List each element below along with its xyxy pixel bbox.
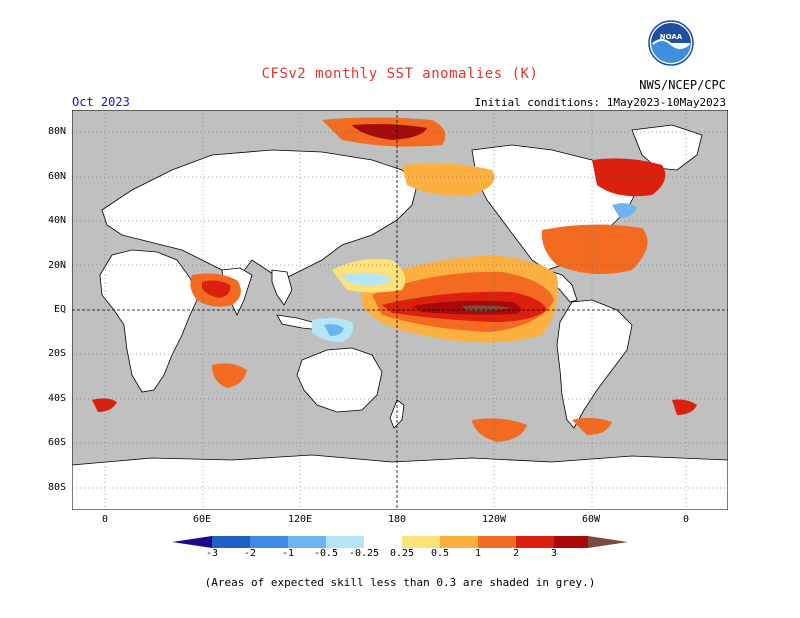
chart-title: CFSv2 monthly SST anomalies (K) [261,66,539,82]
australia-landmass [296,347,383,413]
colorbar-cell-3 [288,536,326,548]
colorbar-tick: 1 [474,548,482,559]
bering-warm-core [352,124,427,140]
colorbar-tick: 2 [512,548,520,559]
lat-label-40s: 40S [48,393,67,404]
colorbar-tick: 0.5 [430,548,450,559]
colorbar-cell-7 [440,536,478,548]
north-pacific-warm [402,163,495,196]
colorbar-cell-6 [402,536,440,548]
skill-footnote: (Areas of expected skill less than 0.3 a… [204,576,596,589]
lon-label-60w: 60W [581,514,601,525]
lat-label-60s: 60S [48,437,67,448]
colorbar-tick: 0.25 [389,548,415,559]
indian-ocean-warm-2 [202,280,231,298]
greenland-landmass [631,124,703,171]
colorbar-cell-0 [172,536,212,548]
antarctica-landmass [72,454,728,510]
initial-conditions: Initial conditions: 1May2023-10May2023 [474,96,726,109]
colorbar-cell-2 [250,536,288,548]
colorbar-cell-4 [326,536,364,548]
indochina-landmass [271,269,293,306]
colorbar-cell-11 [588,536,628,548]
lon-label-120w: 120W [481,514,507,525]
colorbar-tick: -0.5 [313,548,339,559]
lat-label-80s: 80S [48,482,67,493]
southern-ocean-warm [92,398,117,412]
north-pacific-cool [342,273,392,286]
colorbar-tick: -0.25 [348,548,380,559]
forecast-month: Oct 2023 [72,95,130,109]
colorbar-tick: 3 [550,548,558,559]
colorbar-tick: -2 [243,548,257,559]
north-atlantic-cool [612,203,637,218]
south-pacific-warm-a [472,418,527,442]
north-atlantic-warm-2 [592,158,666,197]
lat-label-80n: 80N [48,126,67,137]
lat-label-60n: 60N [48,171,67,182]
lat-label-eq: EQ [54,304,67,315]
lon-label-60e: 60E [192,514,212,525]
noaa-logo: NOAA [648,20,694,66]
eurasia-landmass [101,149,418,281]
maritime-cool-0p5 [324,324,344,336]
new-zealand-landmass [389,399,405,429]
graticule [72,110,728,510]
colorbar-cell-5 [364,536,402,548]
colorbar-tick: -3 [205,548,219,559]
lon-label-180: 180 [387,514,407,525]
lat-label-20s: 20S [48,348,67,359]
organization-label: NWS/NCEP/CPC [639,78,726,92]
colorbar-cell-8 [478,536,516,548]
colorbar-cell-9 [516,536,554,548]
lon-label-0-east: 0 [682,514,690,525]
indian-ocean-south-warm [212,363,247,388]
south-atlantic-warm [672,399,697,415]
lon-label-0-west: 0 [101,514,109,525]
colorbar-tick: -1 [281,548,295,559]
south-america-landmass [556,299,633,429]
colorbar [172,536,628,548]
svg-text:NOAA: NOAA [660,33,683,41]
sst-anomaly-patches [92,117,697,442]
north-atlantic-warm-1 [541,224,648,274]
lat-label-40n: 40N [48,215,67,226]
lon-label-120e: 120E [287,514,313,525]
sst-anomaly-map [72,110,728,510]
lat-label-20n: 20N [48,260,67,271]
colorbar-cell-10 [554,536,588,548]
colorbar-cell-1 [212,536,250,548]
